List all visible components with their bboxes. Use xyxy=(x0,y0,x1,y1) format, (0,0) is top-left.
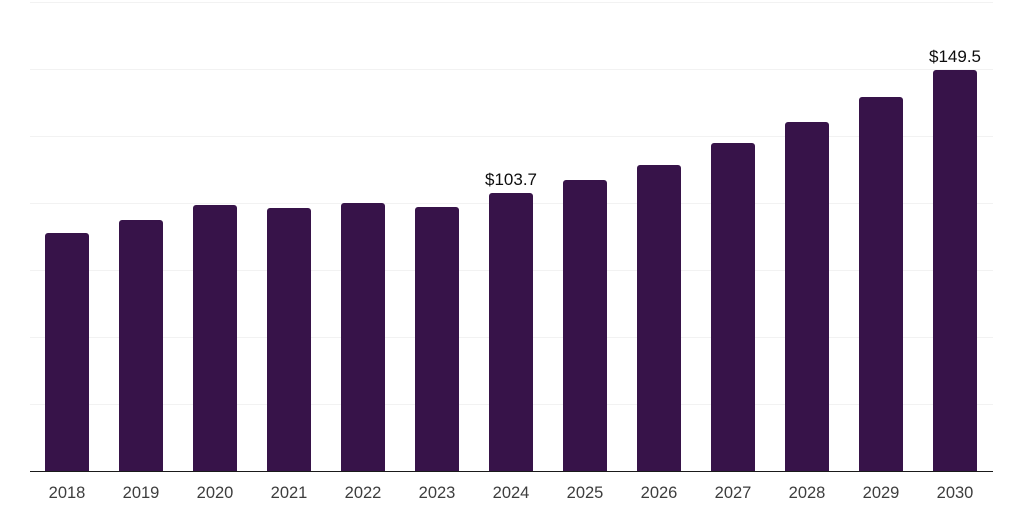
x-tick-2028: 2028 xyxy=(788,484,826,502)
bar-2023[interactable] xyxy=(415,207,459,471)
value-label-2024: $103.7 xyxy=(485,170,537,190)
x-tick-2025: 2025 xyxy=(566,484,604,502)
x-tick-2021: 2021 xyxy=(270,484,308,502)
value-label-2030: $149.5 xyxy=(929,47,981,67)
gridline xyxy=(30,69,993,70)
bar-2021[interactable] xyxy=(267,208,311,471)
bar-2029[interactable] xyxy=(859,96,903,471)
bar-2026[interactable] xyxy=(637,164,681,471)
bar-2018[interactable] xyxy=(45,233,89,471)
x-tick-2030: 2030 xyxy=(936,484,974,502)
gridline xyxy=(30,136,993,137)
bar-2028[interactable] xyxy=(785,122,829,471)
x-tick-2022: 2022 xyxy=(344,484,382,502)
gridline xyxy=(30,2,993,3)
x-tick-2029: 2029 xyxy=(862,484,900,502)
x-tick-2018: 2018 xyxy=(48,484,86,502)
x-tick-2024: 2024 xyxy=(492,484,530,502)
bar-2030[interactable] xyxy=(933,70,977,471)
bar-2022[interactable] xyxy=(341,203,385,471)
x-tick-2023: 2023 xyxy=(418,484,456,502)
x-tick-2020: 2020 xyxy=(196,484,234,502)
bar-2027[interactable] xyxy=(711,142,755,471)
x-tick-2027: 2027 xyxy=(714,484,752,502)
x-tick-2019: 2019 xyxy=(122,484,160,502)
bar-2019[interactable] xyxy=(119,219,163,471)
plot-area: $103.7 $149.5 xyxy=(30,2,993,472)
bar-2025[interactable] xyxy=(563,180,607,471)
bar-2024[interactable] xyxy=(489,193,533,471)
x-tick-2026: 2026 xyxy=(640,484,678,502)
bar-2020[interactable] xyxy=(193,205,237,471)
